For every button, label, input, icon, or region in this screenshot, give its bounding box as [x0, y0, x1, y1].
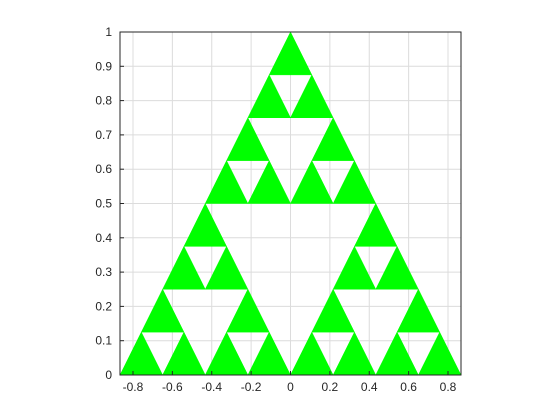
- sierpinski-triangles: [119, 31, 462, 376]
- triangle-mark: [140, 288, 185, 333]
- y-tick-label: 0.6: [95, 162, 112, 176]
- x-tick-label: -0.6: [162, 380, 183, 394]
- triangle-mark: [162, 331, 206, 376]
- triangle-mark: [290, 74, 334, 118]
- x-tick-label: -0.4: [201, 380, 222, 394]
- x-tick-label: 0.2: [322, 380, 339, 394]
- triangle-mark: [332, 245, 377, 290]
- x-tick-label: -0.2: [241, 380, 262, 394]
- y-tick-label: 0.9: [95, 59, 112, 73]
- x-tick-label: 0.6: [400, 380, 417, 394]
- y-tick-label: 0.8: [95, 94, 112, 108]
- triangle-mark: [290, 160, 334, 204]
- x-tick-label: 0: [287, 380, 294, 394]
- triangle-mark: [226, 288, 270, 333]
- triangle-mark: [204, 160, 249, 204]
- triangle-mark: [247, 160, 291, 204]
- triangle-mark: [311, 117, 355, 161]
- x-tick-label: 0.8: [440, 380, 457, 394]
- triangle-mark: [183, 202, 227, 247]
- triangle-mark: [311, 288, 355, 333]
- y-tick-label: 0.4: [95, 231, 112, 245]
- triangle-mark: [268, 31, 313, 76]
- y-tick-label: 1: [105, 25, 112, 39]
- triangle-mark: [332, 160, 377, 204]
- triangle-mark: [375, 331, 419, 376]
- triangle-mark: [417, 331, 462, 376]
- y-tick-label: 0: [105, 368, 112, 382]
- triangle-mark: [226, 117, 270, 161]
- triangle-mark: [119, 331, 164, 376]
- y-tick-label: 0.5: [95, 197, 112, 211]
- triangle-mark: [354, 202, 398, 247]
- axis-ticks: -0.8 -0.6 -0.4 -0.2 0 0.2 0.4 0.6 0.8 0 0.1 0.2 0.3 0…: [95, 25, 456, 394]
- y-tick-label: 0.2: [95, 299, 112, 313]
- triangle-mark: [290, 331, 334, 376]
- triangle-mark: [396, 288, 441, 333]
- triangle-mark: [247, 331, 291, 376]
- y-tick-label: 0.7: [95, 128, 112, 142]
- triangle-mark: [162, 245, 206, 290]
- y-tick-label: 0.3: [95, 265, 112, 279]
- triangle-mark: [204, 245, 249, 290]
- triangle-mark: [247, 74, 291, 118]
- x-tick-label: 0.4: [361, 380, 378, 394]
- y-tick-label: 0.1: [95, 334, 112, 348]
- triangle-mark: [375, 245, 419, 290]
- x-tick-label: -0.8: [123, 380, 144, 394]
